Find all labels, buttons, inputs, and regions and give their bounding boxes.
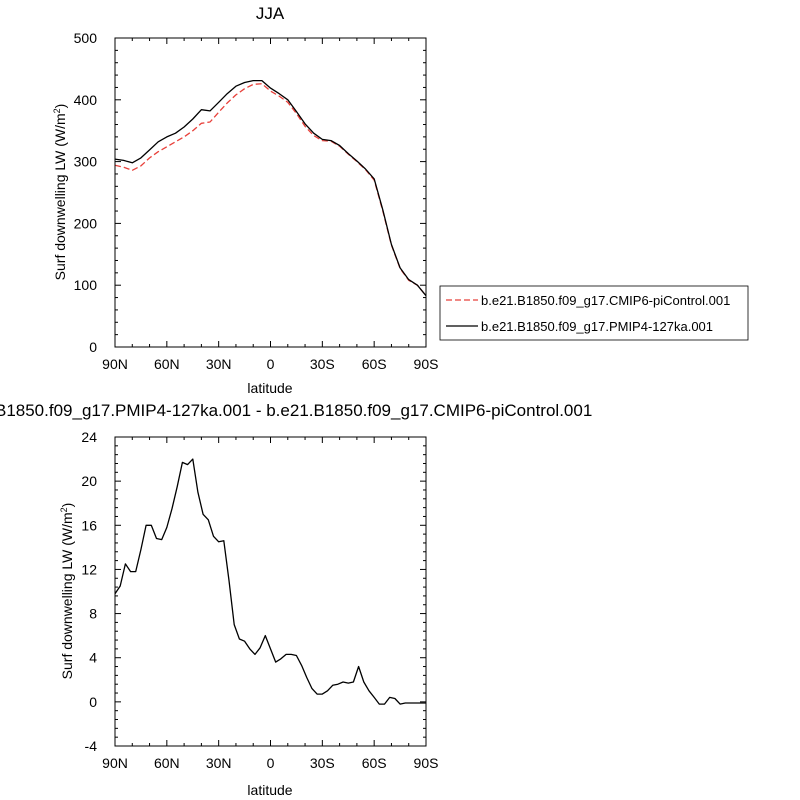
bottom-y-axis-title-text: Surf downwelling LW (W/m [59, 512, 75, 679]
bottom-y-tick-label: -4 [85, 738, 98, 754]
bottom-y-axis-title-superscript: 2 [59, 507, 69, 512]
bottom-plot-frame [114, 436, 427, 747]
bottom-y-axis: -4 0 4 8 12 16 20 24 [81, 429, 426, 754]
top-y-tick-label: 400 [74, 92, 98, 108]
bottom-y-tick-label: 4 [89, 650, 97, 666]
top-x-tick-label: 90S [414, 356, 439, 372]
bottom-chart: b.e21.B1850.f09_g17.PMIP4-127ka.001 - b.… [0, 401, 592, 798]
top-y-axis-title-end: ) [52, 104, 68, 109]
top-x-tick-label: 60N [154, 356, 180, 372]
bottom-y-tick-label: 12 [81, 561, 97, 577]
top-x-tick-label: 30N [206, 356, 232, 372]
bottom-x-tick-label: 90S [414, 755, 439, 771]
legend-label-127ka: b.e21.B1850.f09_g17.PMIP4-127ka.001 [481, 319, 713, 334]
top-y-tick-label: 100 [74, 277, 98, 293]
top-series-group [114, 79, 427, 297]
bottom-x-tick-label: 90N [102, 755, 128, 771]
top-x-axis: 90N 60N 30N 0 30S 60S 90S [102, 38, 438, 372]
bottom-y-tick-label: 20 [81, 473, 97, 489]
top-chart-title: JJA [256, 4, 285, 23]
top-y-tick-label: 500 [74, 30, 98, 46]
bottom-x-axis-title: latitude [247, 782, 292, 798]
bottom-x-axis: 90N 60N 30N 0 30S 60S 90S [102, 437, 438, 771]
bottom-x-tick-label: 60N [154, 755, 180, 771]
top-x-tick-label: 0 [267, 356, 275, 372]
bottom-chart-title: b.e21.B1850.f09_g17.PMIP4-127ka.001 - b.… [0, 401, 592, 420]
bottom-y-tick-label: 8 [89, 606, 97, 622]
top-y-tick-label: 300 [74, 154, 98, 170]
bottom-x-tick-label: 0 [267, 755, 275, 771]
bottom-y-axis-title: Surf downwelling LW (W/m2) [59, 503, 75, 680]
bottom-series-group [114, 458, 426, 705]
top-y-axis-title: Surf downwelling LW (W/m2) [52, 104, 68, 281]
top-y-tick-label: 0 [89, 339, 97, 355]
top-x-axis-title: latitude [247, 380, 292, 396]
top-legend: b.e21.B1850.f09_g17.CMIP6-piControl.001 … [439, 285, 749, 341]
bottom-y-tick-label: 24 [81, 429, 97, 445]
bottom-series-line-0 [114, 458, 426, 705]
bottom-y-tick-label: 0 [89, 694, 97, 710]
top-x-tick-label: 30S [310, 356, 335, 372]
top-y-axis-title-text: Surf downwelling LW (W/m [52, 113, 68, 280]
bottom-x-tick-label: 30N [206, 755, 232, 771]
top-y-axis-title-superscript: 2 [52, 108, 62, 113]
top-x-tick-label: 90N [102, 356, 128, 372]
bottom-x-tick-label: 30S [310, 755, 335, 771]
top-series-line-1 [114, 79, 427, 297]
top-chart: JJA 90N 60N 30N 0 30S 60S 90S 0 100 200 300 400 500… [52, 4, 749, 396]
legend-label-picontrol: b.e21.B1850.f09_g17.CMIP6-piControl.001 [481, 293, 730, 308]
top-x-tick-label: 60S [362, 356, 387, 372]
top-y-tick-label: 200 [74, 215, 98, 231]
top-legend-box [439, 285, 749, 341]
bottom-x-tick-label: 60S [362, 755, 387, 771]
bottom-y-tick-label: 16 [81, 517, 97, 533]
top-series-line-0 [114, 83, 427, 297]
top-plot-area: 90N 60N 30N 0 30S 60S 90S 0 100 200 300 400 500 [74, 30, 439, 372]
bottom-y-axis-title-end: ) [59, 503, 75, 508]
bottom-plot-area: 90N 60N 30N 0 30S 60S 90S -4 0 4 8 12 16 20 24 [81, 429, 438, 771]
top-y-axis: 0 100 200 300 400 500 [74, 30, 426, 355]
top-plot-frame [114, 37, 427, 348]
